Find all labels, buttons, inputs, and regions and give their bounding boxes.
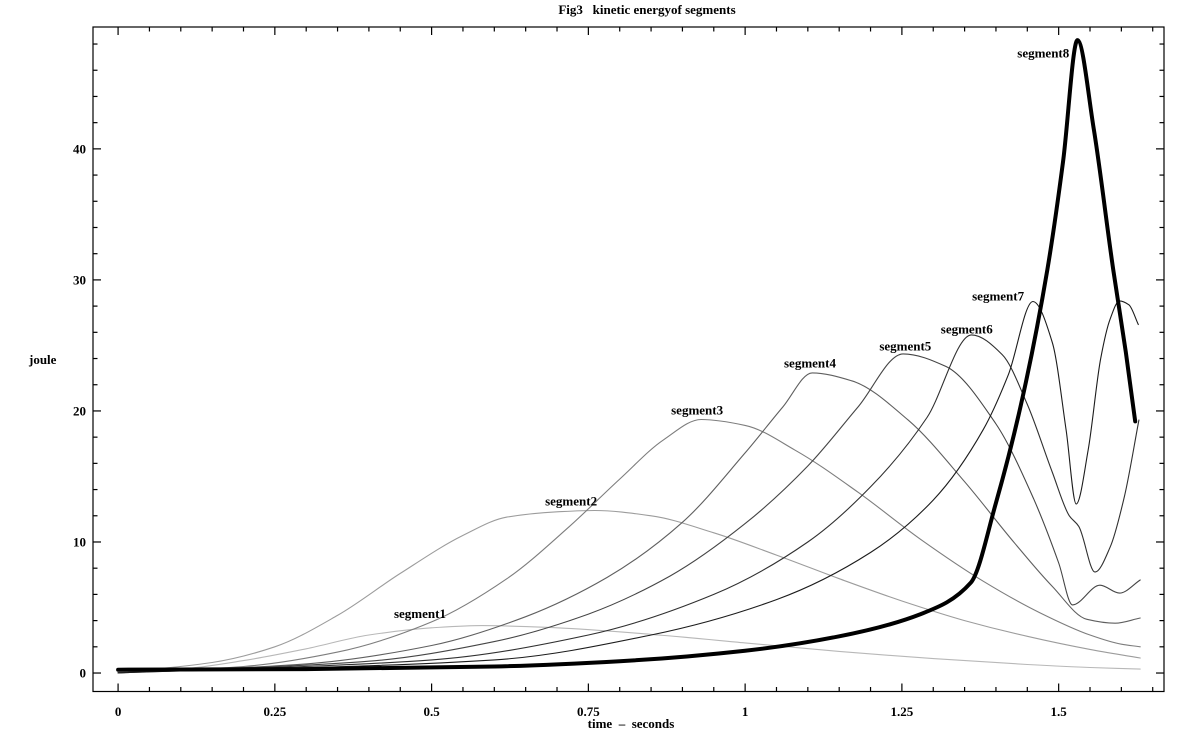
curve-segment8 — [116, 38, 1138, 672]
axis-ticks — [93, 27, 1164, 692]
plot-frame — [92, 26, 1165, 693]
x-tick-label-1: 1 — [742, 704, 749, 719]
y-tick-label-20: 20 — [73, 403, 86, 418]
curve-segment3 — [117, 418, 1141, 674]
y-tick-label-30: 30 — [73, 272, 86, 287]
curve-label-segment5: segment5 — [879, 338, 931, 353]
curve-label-segment8: segment8 — [1017, 46, 1069, 61]
x-tick-label-0.75: 0.75 — [577, 704, 600, 719]
curve-labels: segment1 segment2 segment3 segment4 segment5… — [394, 46, 1070, 621]
x-tick-label-1.25: 1.25 — [891, 704, 914, 719]
curve-label-segment7: segment7 — [972, 289, 1024, 304]
curve-segment6 — [117, 334, 1140, 674]
curve-segment7 — [117, 300, 1139, 674]
x-tick-label-0.25: 0.25 — [263, 704, 286, 719]
curve-segment4 — [117, 372, 1141, 674]
y-axis-tick-labels: 0 10 20 30 40 — [73, 141, 86, 680]
curve-segment1 — [117, 625, 1141, 673]
curve-segment2 — [117, 509, 1141, 673]
curve-label-segment1: segment1 — [394, 606, 446, 621]
x-axis-tick-labels: 0 0.25 0.5 0.75 1 1.25 1.5 — [115, 704, 1067, 719]
curve-label-segment2: segment2 — [545, 494, 597, 509]
y-tick-label-0: 0 — [80, 666, 87, 681]
x-tick-label-1.5: 1.5 — [1051, 704, 1068, 719]
curve-label-segment3: segment3 — [671, 403, 723, 418]
chart-title: Fig3 kinetic energyof segments — [558, 2, 736, 17]
x-tick-label-0: 0 — [115, 704, 122, 719]
x-tick-label-0.5: 0.5 — [423, 704, 440, 719]
y-axis-title: joule — [29, 352, 57, 367]
curves — [116, 38, 1141, 674]
x-axis-title: time – seconds — [587, 716, 675, 731]
curve-label-segment6: segment6 — [941, 321, 993, 336]
curve-segment5 — [117, 353, 1141, 674]
y-tick-label-10: 10 — [73, 534, 86, 549]
y-tick-label-40: 40 — [73, 141, 86, 156]
curve-label-segment4: segment4 — [784, 355, 836, 370]
